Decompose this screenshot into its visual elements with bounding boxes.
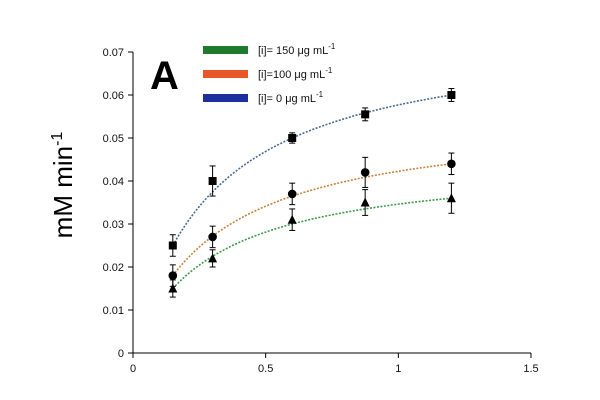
y-tick-label: 0 xyxy=(118,348,124,360)
x-tick-label: 0.5 xyxy=(258,363,273,375)
legend-label-2: [i]=100 μg mL-1 xyxy=(258,66,333,81)
data-point-square xyxy=(288,134,297,142)
fit-curve-series-3 xyxy=(172,197,452,290)
y-tick-label: 0.06 xyxy=(103,90,124,102)
legend-label-1: [i]= 150 μg mL-1 xyxy=(258,42,336,57)
data-markers xyxy=(168,91,456,293)
data-point-circle xyxy=(360,168,370,177)
legend-swatch-3 xyxy=(203,94,248,102)
y-tick-label: 0.03 xyxy=(103,219,124,231)
y-axis-label-superscript: -1 xyxy=(49,132,66,146)
data-point-triangle xyxy=(168,283,178,293)
fit-curve-series-1 xyxy=(172,94,452,246)
fit-curve-series-2 xyxy=(172,163,452,277)
data-point-circle xyxy=(168,271,178,280)
legend-label-superscript: -1 xyxy=(328,42,336,51)
error-bars xyxy=(169,88,455,298)
legend-label-superscript: -1 xyxy=(325,66,333,75)
y-axis-label: mM min-1 xyxy=(48,132,78,239)
y-tick-label: 0.05 xyxy=(103,133,124,145)
data-point-square xyxy=(208,177,217,185)
data-point-triangle xyxy=(360,197,370,207)
fit-curves xyxy=(172,94,452,290)
x-tick-label: 1.5 xyxy=(523,363,538,375)
legend-swatch-2 xyxy=(203,70,248,78)
data-point-circle xyxy=(287,189,297,199)
legend-label-3: [i]= 0 μg mL-1 xyxy=(258,90,324,105)
x-tick-label: 1 xyxy=(395,363,401,375)
legend-label-text: [i]= 0 μg mL xyxy=(258,93,316,105)
data-point-circle xyxy=(208,232,217,242)
legend: [i]= 150 μg mL-1[i]=100 μg mL-1[i]= 0 μg… xyxy=(203,42,336,105)
axes: 0 0.01 0.02 0.03 0.04 0.05 0.06 0.07 0 0.5 1 1.5 xyxy=(103,47,539,375)
data-point-triangle xyxy=(287,214,297,224)
y-tick-label: 0.02 xyxy=(103,262,124,274)
legend-swatch-1 xyxy=(203,46,248,54)
data-point-triangle xyxy=(446,193,456,203)
panel-label: A xyxy=(150,54,179,98)
legend-label-text: [i]=100 μg mL xyxy=(258,69,325,81)
legend-label-superscript: -1 xyxy=(316,90,324,99)
y-axis-label-text: mM min xyxy=(48,146,78,238)
legend-label-text: [i]= 150 μg mL xyxy=(258,45,328,57)
y-tick-label: 0.07 xyxy=(103,47,124,59)
data-point-square xyxy=(168,241,177,250)
x-tick-label: 0 xyxy=(130,363,136,375)
data-point-triangle xyxy=(208,253,218,263)
y-tick-label: 0.01 xyxy=(103,305,124,317)
data-point-square xyxy=(361,110,370,119)
data-point-square xyxy=(447,91,456,99)
data-point-circle xyxy=(447,159,456,169)
y-tick-label: 0.04 xyxy=(103,176,124,188)
